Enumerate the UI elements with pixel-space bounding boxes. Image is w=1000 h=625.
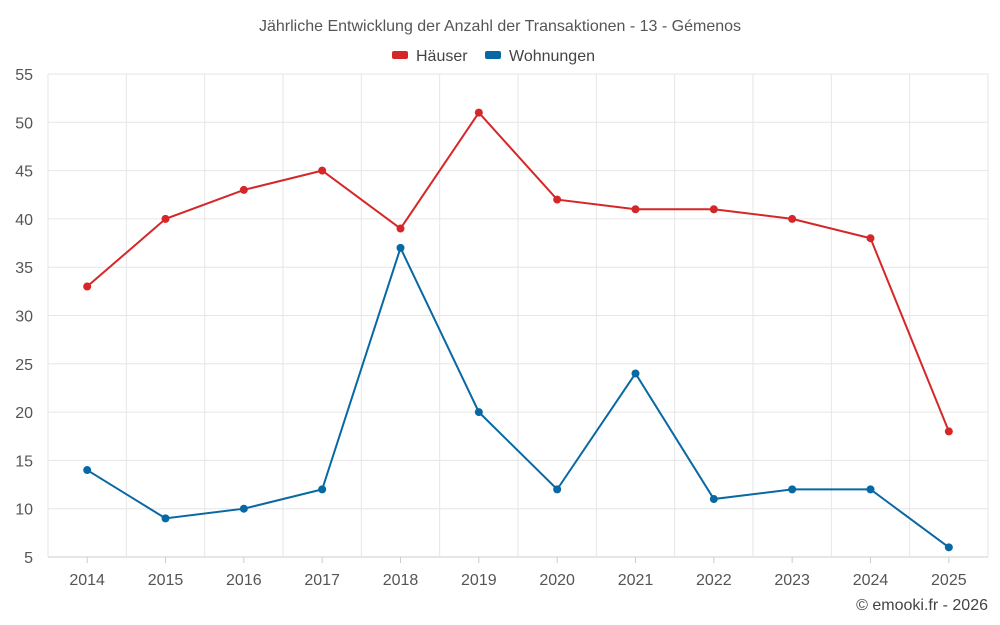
data-point-wohnungen[interactable] (318, 485, 327, 494)
legend-item-wohnungen[interactable]: Wohnungen (485, 48, 595, 65)
y-tick-label: 55 (15, 67, 33, 84)
legend-swatch-haeuser (392, 51, 408, 59)
data-point-haeuser[interactable] (83, 282, 92, 291)
legend-swatch-wohnungen (485, 51, 501, 59)
y-tick-label: 20 (15, 405, 33, 422)
data-point-haeuser[interactable] (161, 214, 170, 223)
legend: Häuser Wohnungen (392, 48, 595, 65)
data-point-haeuser[interactable] (788, 214, 797, 223)
data-point-wohnungen[interactable] (788, 485, 797, 494)
series-line-wohnungen (86, 245, 950, 549)
data-point-haeuser[interactable] (396, 224, 405, 233)
y-tick-label: 50 (15, 115, 33, 132)
data-point-haeuser[interactable] (944, 427, 953, 436)
grid (47, 73, 989, 558)
data-point-haeuser[interactable] (866, 234, 875, 243)
x-tick-label: 2015 (148, 572, 184, 589)
y-tick-label: 35 (15, 260, 33, 277)
credit-text: © emooki.fr - 2026 (856, 597, 988, 614)
x-tick-label: 2018 (383, 572, 419, 589)
data-point-wohnungen[interactable] (83, 466, 92, 475)
x-tick-label: 2016 (226, 572, 262, 589)
x-tick-label: 2019 (461, 572, 497, 589)
y-tick-label: 45 (15, 164, 33, 181)
y-tick-label: 10 (15, 502, 33, 519)
data-point-wohnungen[interactable] (396, 243, 405, 252)
data-point-wohnungen[interactable] (631, 369, 640, 378)
x-tick-label: 2024 (853, 572, 889, 589)
x-tick-label: 2021 (618, 572, 654, 589)
y-axis: 5 10 15 20 25 30 35 40 45 50 55 (15, 67, 33, 567)
data-point-wohnungen[interactable] (239, 504, 248, 513)
data-point-wohnungen[interactable] (866, 485, 875, 494)
x-tick-label: 2023 (774, 572, 810, 589)
data-point-haeuser[interactable] (239, 185, 248, 194)
data-point-wohnungen[interactable] (709, 495, 718, 504)
series-group (83, 108, 953, 552)
data-point-haeuser[interactable] (318, 166, 327, 175)
y-tick-label: 25 (15, 357, 33, 374)
x-axis: 2014 2015 2016 2017 2018 2019 2020 2021 2022 2023… (69, 557, 967, 589)
legend-label-wohnungen: Wohnungen (509, 48, 595, 65)
data-point-haeuser[interactable] (631, 205, 640, 214)
y-tick-label: 5 (24, 550, 33, 567)
data-point-haeuser[interactable] (553, 195, 562, 204)
data-point-haeuser[interactable] (474, 108, 483, 117)
x-tick-label: 2020 (539, 572, 575, 589)
data-point-wohnungen[interactable] (161, 514, 170, 523)
data-point-haeuser[interactable] (709, 205, 718, 214)
y-tick-label: 40 (15, 212, 33, 229)
x-tick-label: 2025 (931, 572, 967, 589)
data-point-wohnungen[interactable] (474, 408, 483, 417)
x-tick-label: 2014 (69, 572, 105, 589)
y-tick-label: 15 (15, 453, 33, 470)
data-point-wohnungen[interactable] (553, 485, 562, 494)
legend-item-haeuser[interactable]: Häuser (392, 48, 468, 65)
x-tick-label: 2017 (304, 572, 340, 589)
data-point-wohnungen[interactable] (944, 543, 953, 552)
legend-label-haeuser: Häuser (416, 48, 468, 65)
series-line-haeuser (86, 111, 950, 432)
chart-title: Jährliche Entwicklung der Anzahl der Tra… (259, 18, 741, 35)
y-tick-label: 30 (15, 309, 33, 326)
x-tick-label: 2022 (696, 572, 732, 589)
